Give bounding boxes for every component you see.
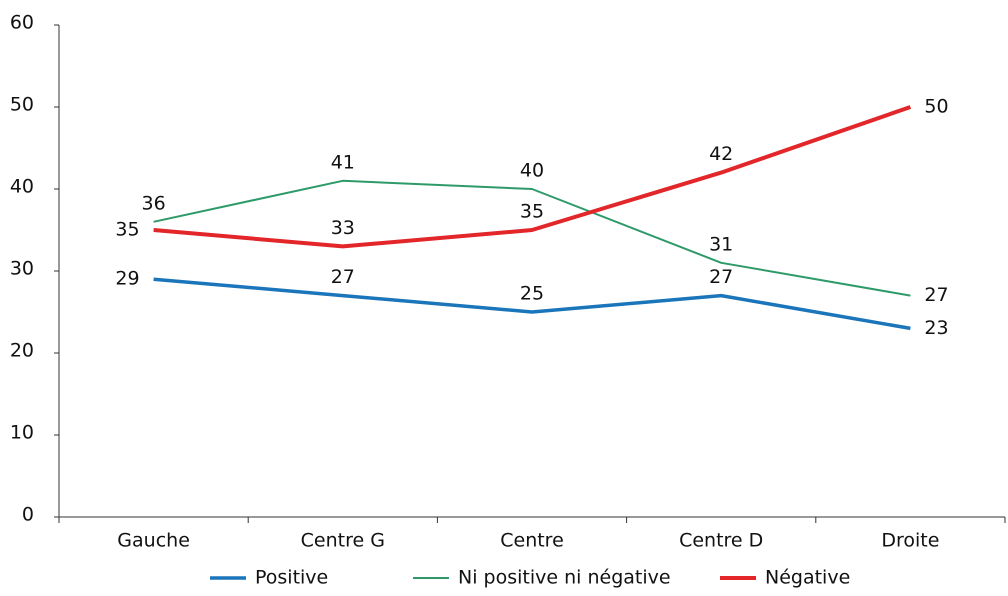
y-tick-label: 0 xyxy=(22,504,34,526)
legend-label: Ni positive ni négative xyxy=(458,567,671,589)
series-line xyxy=(153,105,912,249)
x-tick-label: Centre G xyxy=(301,530,385,552)
value-label: 27 xyxy=(924,284,948,306)
legend-label: Négative xyxy=(765,567,850,589)
value-label: 23 xyxy=(924,317,948,339)
y-tick-label: 10 xyxy=(10,422,34,444)
y-tick-label: 20 xyxy=(10,340,34,362)
x-tick-label: Droite xyxy=(881,530,939,552)
y-tick-label: 60 xyxy=(10,12,34,34)
value-label: 35 xyxy=(115,219,139,241)
value-label: 36 xyxy=(142,192,166,214)
series-line xyxy=(153,179,911,297)
y-tick-label: 30 xyxy=(10,258,34,280)
value-label: 35 xyxy=(520,201,544,223)
x-tick-label: Gauche xyxy=(117,530,190,552)
series-line xyxy=(153,277,911,331)
value-label: 25 xyxy=(520,283,544,305)
value-label: 29 xyxy=(115,268,139,290)
x-tick-label: Centre D xyxy=(679,530,763,552)
value-label: 50 xyxy=(924,96,948,118)
legend-label: Positive xyxy=(255,567,328,589)
y-tick-label: 50 xyxy=(10,94,34,116)
y-tick-label: 40 xyxy=(10,176,34,198)
value-label: 27 xyxy=(331,266,355,288)
value-label: 42 xyxy=(709,143,733,165)
value-label: 41 xyxy=(331,151,355,173)
value-label: 31 xyxy=(709,233,733,255)
value-label: 40 xyxy=(520,160,544,182)
x-tick-label: Centre xyxy=(500,530,564,552)
value-label: 27 xyxy=(709,266,733,288)
value-label: 33 xyxy=(331,217,355,239)
